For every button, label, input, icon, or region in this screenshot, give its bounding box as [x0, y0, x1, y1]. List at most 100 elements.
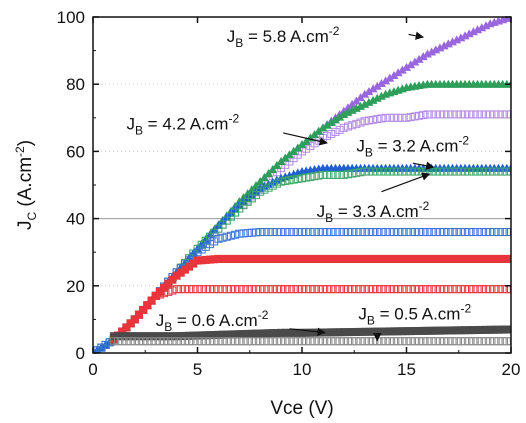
data-point: [352, 327, 361, 336]
data-point: [360, 99, 370, 108]
data-point: [335, 254, 344, 263]
data-point: [126, 337, 135, 346]
data-point: [369, 167, 378, 176]
data-point: [406, 254, 415, 263]
data-point: [180, 337, 189, 346]
data-point: [406, 285, 415, 294]
data-point: [440, 285, 449, 294]
data-point: [381, 327, 390, 336]
data-point: [373, 327, 382, 336]
data-point: [256, 329, 265, 338]
data-point: [377, 228, 386, 237]
data-point: [281, 176, 290, 185]
data-point: [364, 116, 373, 125]
data-point: [289, 337, 298, 346]
data-point: [210, 255, 219, 264]
data-point: [268, 254, 277, 263]
data-point: [440, 254, 449, 263]
data-point: [293, 337, 302, 346]
annotation-label-0: JB = 5.8 A.cm-2: [227, 24, 340, 50]
data-point: [490, 337, 499, 346]
data-point: [289, 285, 298, 294]
data-point: [147, 337, 156, 346]
data-point: [222, 330, 231, 339]
data-point: [126, 332, 135, 341]
axis-ticks: 0 5 10 15 20 0 20 40 60 80 100: [57, 8, 521, 379]
data-point: [456, 337, 465, 346]
data-point: [452, 326, 461, 335]
data-point: [214, 254, 223, 263]
data-point: [502, 337, 511, 346]
data-point: [364, 87, 374, 96]
data-point: [364, 327, 373, 336]
data-point: [302, 144, 311, 153]
data-point: [435, 254, 444, 263]
data-point: [277, 328, 286, 337]
data-point: [486, 337, 495, 346]
data-point: [331, 127, 340, 136]
data-point: [465, 254, 474, 263]
data-point: [431, 228, 440, 237]
data-point: [193, 285, 202, 294]
data-point: [326, 118, 336, 127]
data-point: [206, 255, 215, 264]
data-point: [481, 254, 490, 263]
data-point: [260, 185, 269, 194]
data-point: [330, 115, 340, 124]
data-point: [264, 183, 273, 192]
data-point: [235, 330, 244, 339]
data-point: [444, 337, 453, 346]
data-point: [356, 337, 365, 346]
data-point: [293, 285, 302, 294]
x-tick-label: 0: [88, 360, 97, 379]
data-point: [402, 285, 411, 294]
data-point: [293, 174, 302, 183]
data-point: [331, 170, 340, 179]
data-point: [164, 332, 173, 341]
data-point: [160, 289, 169, 298]
data-point: [210, 330, 219, 339]
data-point: [381, 337, 390, 346]
data-point: [302, 228, 311, 237]
data-point: [335, 112, 345, 121]
data-point: [197, 331, 206, 340]
data-point: [356, 327, 365, 336]
data-point: [264, 285, 273, 294]
data-point: [197, 240, 206, 249]
data-point: [373, 167, 382, 176]
data-point: [490, 167, 499, 176]
data-point: [172, 285, 181, 294]
data-point: [264, 169, 274, 178]
plot-frame: [92, 16, 512, 354]
data-point: [465, 285, 474, 294]
data-point: [252, 285, 261, 294]
data-point: [206, 331, 215, 340]
data-point: [356, 168, 365, 177]
data-point: [427, 254, 436, 263]
data-point: [335, 285, 344, 294]
data-point: [201, 255, 210, 264]
data-point: [306, 254, 315, 263]
data-point: [406, 167, 415, 176]
data-point: [419, 111, 428, 120]
data-point: [343, 285, 352, 294]
data-point: [168, 337, 177, 346]
data-point: [376, 79, 386, 88]
data-point: [314, 171, 323, 180]
data-point: [139, 305, 148, 314]
data-point: [284, 150, 294, 159]
data-point: [231, 230, 240, 239]
data-point: [335, 170, 344, 179]
data-point: [448, 110, 457, 119]
y-tick-label: 20: [66, 277, 85, 296]
data-point: [272, 179, 281, 188]
data-point: [189, 331, 198, 340]
data-point: [498, 337, 507, 346]
data-point: [394, 254, 403, 263]
data-point: [277, 228, 286, 237]
data-point: [427, 110, 436, 119]
annotation-label-3: JB = 3.3 A.cm-2: [317, 199, 430, 225]
data-point: [461, 285, 470, 294]
data-point: [431, 45, 441, 54]
data-point: [197, 337, 206, 346]
